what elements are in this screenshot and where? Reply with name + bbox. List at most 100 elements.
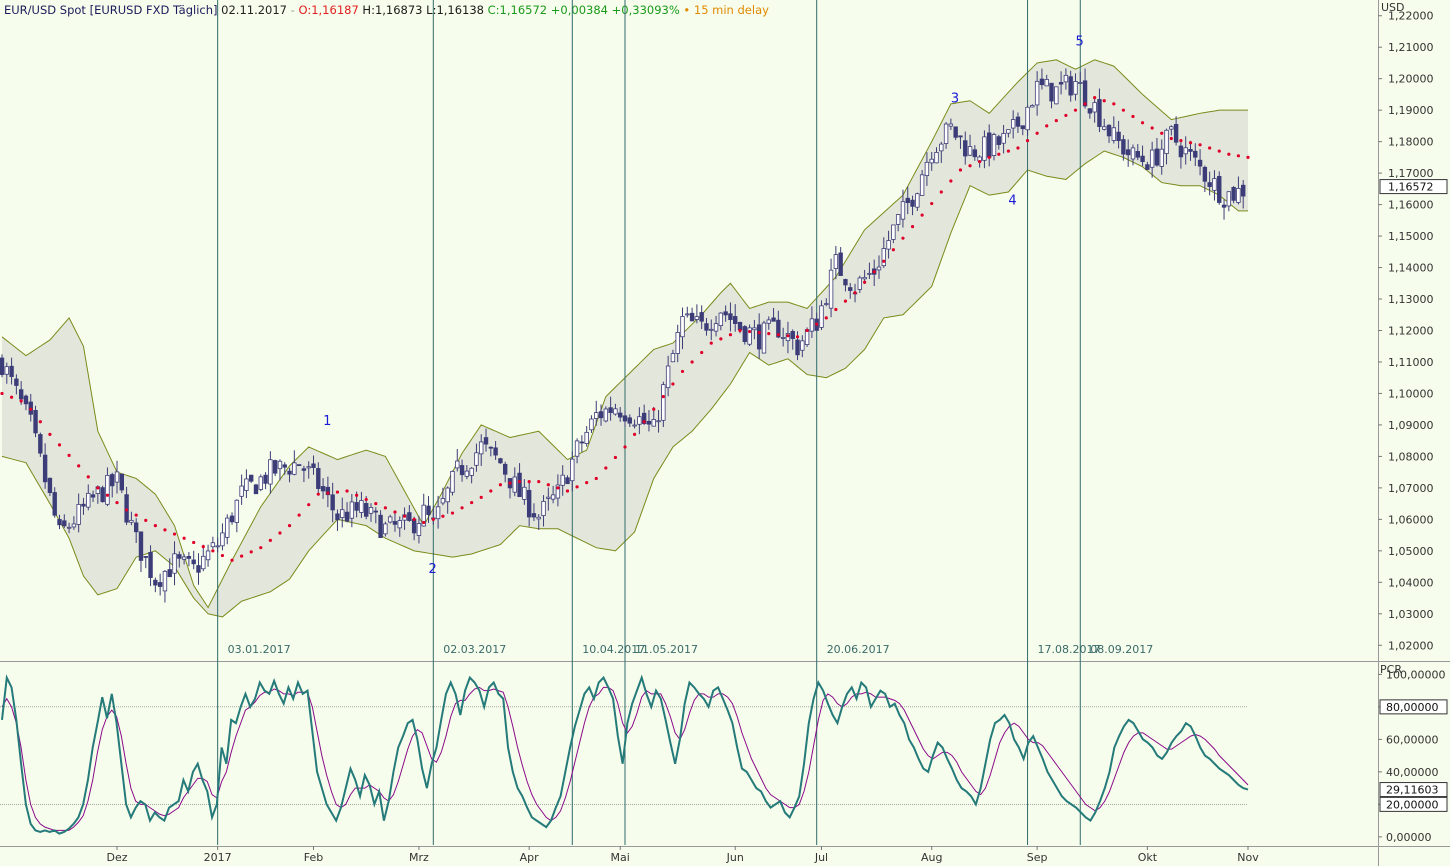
candle-body	[1164, 129, 1169, 154]
candle-body	[967, 146, 973, 156]
candle-body	[392, 521, 398, 525]
price-tick-label: 1,12000	[1388, 325, 1434, 338]
middle-band-dot	[489, 489, 493, 493]
candle-body	[272, 460, 278, 474]
middle-band-dot	[1217, 149, 1221, 153]
middle-band-dot	[182, 536, 186, 540]
candle-body	[910, 199, 915, 207]
candle-body	[143, 556, 148, 558]
middle-band-dot	[680, 369, 685, 374]
candle-body	[368, 507, 374, 514]
middle-band-dot	[1188, 141, 1193, 145]
candle-body	[1049, 82, 1054, 102]
month-label: Nov	[1237, 851, 1259, 864]
candle-body	[699, 312, 704, 322]
candle-body	[948, 123, 954, 127]
candle-body	[953, 126, 958, 138]
price-tick-label: 1,16000	[1388, 199, 1434, 212]
candle-body	[1217, 175, 1222, 203]
month-label: Sep	[1027, 851, 1048, 864]
candle-body	[387, 516, 393, 523]
candle-body	[934, 151, 939, 164]
middle-band-dot	[613, 455, 618, 460]
candle-body	[177, 554, 182, 559]
candle-body	[939, 143, 944, 152]
middle-band-dot	[556, 486, 560, 490]
candle-body	[1087, 108, 1093, 114]
candle-body	[579, 441, 585, 444]
candle-body	[718, 312, 724, 327]
candle-body	[502, 463, 508, 475]
candle-body	[335, 513, 340, 521]
candle-body	[1044, 79, 1049, 87]
middle-band-dot	[498, 483, 502, 487]
middle-band-dot	[690, 360, 694, 364]
middle-band-dot	[949, 179, 953, 183]
candle-body	[191, 559, 196, 565]
candle-body	[1221, 204, 1227, 208]
candle-body	[1159, 148, 1164, 167]
candle-body	[483, 437, 489, 445]
middle-band-dot	[287, 524, 292, 528]
candle-body	[316, 468, 321, 489]
candle-body	[416, 523, 422, 536]
candle-body	[541, 500, 546, 516]
middle-band-dot	[249, 550, 253, 554]
middle-band-dot	[1208, 146, 1212, 150]
candle-body	[62, 520, 67, 527]
candle-body	[320, 486, 326, 492]
middle-band-dot	[86, 475, 90, 479]
middle-band-dot	[1121, 108, 1125, 112]
candle-body	[1006, 129, 1011, 134]
candle-body	[105, 474, 110, 505]
middle-band-dot	[48, 432, 52, 436]
month-label: Okt	[1138, 851, 1158, 864]
price-tick-label: 1,05000	[1388, 545, 1434, 558]
candle-body	[795, 339, 800, 356]
candle-body	[23, 395, 29, 405]
candle-body	[790, 330, 795, 339]
last-oscillator-label: 29,11603	[1386, 784, 1439, 797]
middle-band-dot	[834, 307, 838, 312]
middle-band-dot	[1140, 121, 1145, 125]
middle-band-dot	[652, 407, 656, 411]
middle-band-dot	[709, 341, 713, 345]
event-date-label: 02.03.2017	[443, 643, 506, 656]
candle-body	[1106, 124, 1112, 137]
candle-body	[618, 412, 623, 418]
wave-label: 3	[951, 91, 959, 106]
candle-body	[689, 312, 695, 322]
event-date-label: 10.04.2017	[582, 643, 645, 656]
candle-body	[349, 501, 355, 519]
middle-band-dot	[508, 481, 512, 485]
candle-body	[383, 523, 388, 535]
oscillator-line	[1, 674, 1249, 835]
middle-band-dot	[355, 493, 359, 497]
middle-band-dot	[604, 466, 608, 470]
middle-band-dot	[374, 502, 378, 506]
candle-body	[752, 327, 757, 331]
candle-body	[972, 149, 978, 158]
month-label: Aug	[921, 851, 942, 864]
middle-band-dot	[1045, 124, 1049, 128]
candle-body	[512, 476, 517, 493]
candle-body	[819, 305, 824, 328]
event-date-label: 20.06.2017	[827, 643, 890, 656]
candle-body	[459, 465, 465, 476]
candle-body	[181, 556, 187, 560]
candle-body	[1202, 166, 1208, 182]
candle-body	[742, 326, 748, 342]
candle-body	[627, 417, 632, 424]
middle-band-dot	[728, 333, 733, 337]
price-tick-label: 1,10000	[1388, 387, 1434, 400]
change-label: +0,00384	[550, 3, 608, 17]
open-label: O:1,16187	[298, 3, 359, 17]
candle-body	[411, 519, 417, 534]
middle-band-dot	[939, 190, 943, 194]
candle-body	[229, 515, 235, 523]
wave-label: 5	[1075, 35, 1083, 50]
candle-body	[1039, 78, 1045, 86]
middle-band-dot	[335, 490, 340, 494]
middle-band-dot	[910, 225, 915, 229]
candle-body	[311, 463, 316, 468]
